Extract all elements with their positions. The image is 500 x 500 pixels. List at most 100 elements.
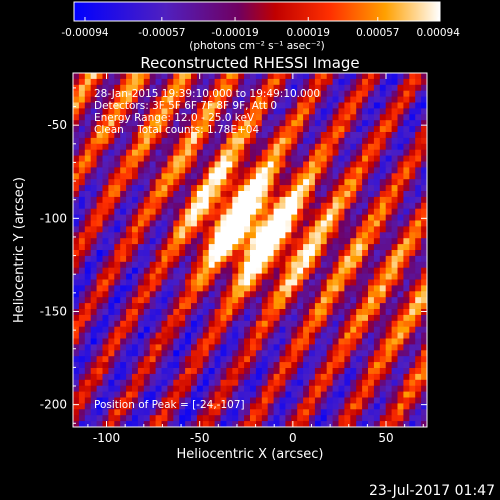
heatmap-cell <box>309 362 316 369</box>
heatmap-cell <box>409 155 416 162</box>
heatmap-cell <box>391 96 398 103</box>
heatmap-cell <box>415 84 422 92</box>
heatmap-cell <box>96 356 103 363</box>
heatmap-cell <box>108 161 115 168</box>
heatmap-cell <box>84 143 92 151</box>
heatmap-cell <box>326 137 334 145</box>
heatmap-cell <box>385 314 393 322</box>
heatmap-cell <box>350 356 357 363</box>
heatmap-cell <box>202 344 210 351</box>
heatmap-cell <box>108 338 115 345</box>
heatmap-cell <box>403 279 410 286</box>
heatmap-cell <box>132 179 139 186</box>
heatmap-cell <box>356 291 363 298</box>
heatmap-cell <box>350 273 357 280</box>
heatmap-cell <box>191 244 198 251</box>
heatmap-cell <box>303 391 310 398</box>
heatmap-cell <box>232 108 239 115</box>
heatmap-cell <box>309 191 316 198</box>
heatmap-cell <box>397 261 404 269</box>
heatmap-cell <box>344 309 351 316</box>
heatmap-cell <box>409 279 416 286</box>
heatmap-cell <box>132 173 139 180</box>
heatmap-cell <box>326 385 334 393</box>
heatmap-cell <box>297 143 304 151</box>
heatmap-cell <box>421 102 427 109</box>
heatmap-cell <box>273 90 280 98</box>
heatmap-cell <box>326 202 334 210</box>
heatmap-cell <box>179 149 186 157</box>
heatmap-cell <box>78 108 86 115</box>
heatmap-cell <box>173 167 180 174</box>
heatmap-cell <box>285 244 292 251</box>
heatmap-cell <box>191 137 198 145</box>
heatmap-cell <box>279 421 286 427</box>
heatmap-cell <box>73 173 80 180</box>
heatmap-cell <box>291 90 298 98</box>
heatmap-cell <box>409 232 416 239</box>
heatmap-cell <box>255 397 263 404</box>
heatmap-cell <box>255 137 263 145</box>
heatmap-cell <box>261 78 269 86</box>
heatmap-cell <box>84 273 92 280</box>
heatmap-cell <box>261 149 269 157</box>
heatmap-cell <box>226 179 233 186</box>
heatmap-cell <box>143 173 151 180</box>
heatmap-cell <box>344 191 351 198</box>
heatmap-cell <box>415 297 422 304</box>
heatmap-cell <box>137 173 145 180</box>
heatmap-cell <box>102 344 109 351</box>
heatmap-cell <box>202 226 210 233</box>
heatmap-cell <box>362 167 369 174</box>
heatmap-cell <box>362 356 369 363</box>
heatmap-cell <box>326 297 334 304</box>
heatmap-cell <box>73 185 80 192</box>
heatmap-cell <box>173 191 180 198</box>
heatmap-cell <box>90 267 98 275</box>
heatmap-cell <box>255 285 263 292</box>
heatmap-cell <box>255 108 263 115</box>
heatmap-cell <box>385 279 393 286</box>
heatmap-cell <box>373 373 381 381</box>
heatmap-cell <box>179 179 186 186</box>
heatmap-cell <box>338 191 345 198</box>
heatmap-cell <box>155 309 162 316</box>
heatmap-cell <box>409 314 416 322</box>
heatmap-cell <box>102 202 109 210</box>
heatmap-cell <box>373 397 381 404</box>
heatmap-cell <box>179 78 186 86</box>
heatmap-cell <box>373 114 381 121</box>
heatmap-cell <box>132 220 139 227</box>
heatmap-cell <box>161 155 168 162</box>
heatmap-cell <box>332 338 339 345</box>
heatmap-cell <box>96 102 103 109</box>
heatmap-cell <box>137 149 145 157</box>
heatmap-cell <box>397 78 404 86</box>
heatmap-cell <box>155 314 162 322</box>
heatmap-cell <box>273 273 280 280</box>
heatmap-cell <box>132 350 139 357</box>
heatmap-cell <box>143 362 151 369</box>
heatmap-cell <box>279 338 286 345</box>
heatmap-cell <box>421 149 427 157</box>
heatmap-cell <box>232 179 239 186</box>
heatmap-cell <box>120 173 127 180</box>
heatmap-cell <box>403 214 410 221</box>
heatmap-cell <box>326 255 334 263</box>
heatmap-cell <box>179 344 186 351</box>
heatmap-cell <box>90 373 98 381</box>
heatmap-cell <box>114 397 121 404</box>
heatmap-cell <box>344 90 351 98</box>
heatmap-cell <box>161 73 168 80</box>
heatmap-cell <box>255 403 263 410</box>
heatmap-cell <box>78 391 86 398</box>
heatmap-cell <box>173 255 180 263</box>
heatmap-cell <box>185 373 192 381</box>
heatmap-cell <box>78 279 86 286</box>
heatmap-cell <box>149 320 157 328</box>
heatmap-cell <box>385 344 393 351</box>
heatmap-cell <box>155 102 162 109</box>
heatmap-cell <box>137 126 145 133</box>
heatmap-cell <box>421 326 427 334</box>
heatmap-cell <box>421 415 427 422</box>
